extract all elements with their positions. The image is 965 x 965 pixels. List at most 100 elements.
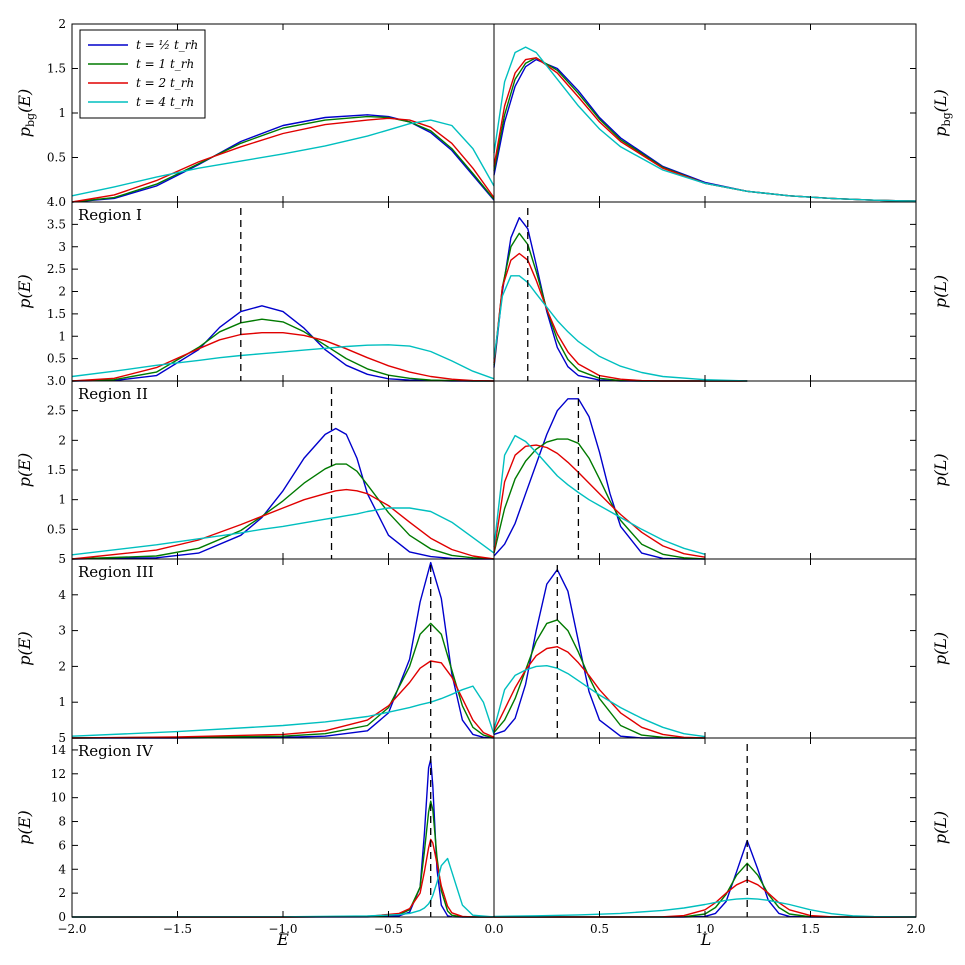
- y-tick-label: 0.5: [47, 522, 66, 536]
- panel-bg-E: [71, 24, 916, 203]
- series-line-III-E-2: [71, 660, 495, 739]
- series-line-bg-E-1: [71, 115, 495, 203]
- y-tick-label: 1: [58, 695, 66, 709]
- y-tick-label: 5: [58, 731, 66, 745]
- y-tick-label: 0: [58, 910, 66, 924]
- y-tick-label: 5: [58, 552, 66, 566]
- y-tick-label: 2: [58, 433, 66, 447]
- series-line-IV-L-1: [494, 862, 916, 918]
- series-line-II-E-0: [71, 427, 494, 560]
- series-line-I-L-3: [493, 275, 748, 382]
- x-tick-label: 1.5: [801, 922, 820, 936]
- y-tick-label: 8: [58, 815, 66, 829]
- series-line-I-E-0: [71, 305, 494, 382]
- series-line-I-L-2: [493, 252, 748, 382]
- x-tick-label: −0.5: [374, 922, 403, 936]
- y-tick-label: 2: [58, 886, 66, 900]
- y-tick-label: 4: [58, 862, 66, 876]
- series-line-II-E-2: [71, 488, 495, 560]
- y-tick-label: 6: [58, 838, 66, 852]
- series-line-I-L-0: [493, 216, 748, 382]
- legend-entry-label: t = 4 t_rh: [136, 95, 194, 109]
- series-line-IV-L-3: [493, 897, 917, 918]
- legend-entry-label: t = ½ t_rh: [136, 38, 198, 52]
- y-tick-label: 2: [58, 17, 66, 31]
- y-axis-label-I-L: p(L): [931, 275, 950, 308]
- x-tick-label: −1.5: [163, 922, 192, 936]
- panel-II-L: [493, 381, 917, 560]
- x-tick-label: −2.0: [57, 922, 86, 936]
- series-line-bg-E-3: [71, 119, 495, 197]
- y-axis-label-III-E: p(E): [15, 631, 34, 665]
- panel-bg-L: [493, 24, 917, 202]
- y-tick-label: 2: [58, 659, 66, 673]
- y-tick-label: 3.5: [47, 217, 66, 231]
- series-line-bg-E-0: [71, 114, 495, 203]
- y-tick-label: 14: [51, 743, 67, 757]
- series-line-II-E-3: [71, 507, 495, 556]
- series-line-III-L-0: [493, 569, 705, 739]
- series-line-III-E-3: [71, 685, 495, 737]
- series-line-I-L-1: [493, 232, 748, 382]
- y-tick-label: 2: [58, 285, 66, 299]
- panel-III-E: [71, 559, 916, 739]
- series-line-II-L-1: [493, 438, 706, 560]
- series-line-IV-L-0: [494, 839, 916, 918]
- y-tick-label: 2.5: [47, 262, 66, 276]
- axes-text: 0.5 1 1.5 2 4.0 pbg(E) pbg(L) 0.5 1 1.5 2 2.5 3 3.5 3.…: [15, 17, 953, 936]
- x-tick-label: 1.0: [695, 922, 714, 936]
- y-tick-label: 3: [58, 624, 66, 638]
- x-tick-label: 2.0: [906, 922, 925, 936]
- y-tick-label: 1.5: [47, 463, 66, 477]
- plot-area: [71, 23, 917, 918]
- y-tick-label: 4.0: [47, 195, 66, 209]
- y-tick-label: 4: [58, 588, 66, 602]
- legend-entry-label: t = 2 t_rh: [136, 76, 194, 90]
- panel-III-L: [493, 559, 917, 739]
- x-axis-label-l: L: [700, 930, 712, 949]
- x-tick-label: −1.0: [268, 922, 297, 936]
- series-line-bg-L-0: [493, 58, 917, 202]
- region-label: Region IV: [78, 742, 154, 760]
- series-line-I-E-3: [71, 344, 495, 380]
- x-axis-label-e: E: [276, 930, 289, 949]
- region-label: Region III: [78, 563, 154, 581]
- series-line-III-E-1: [71, 622, 495, 739]
- series-line-III-L-3: [493, 665, 706, 738]
- y-tick-label: 1: [58, 106, 66, 120]
- panel-II-E: [71, 381, 916, 560]
- y-tick-label: 0.5: [47, 352, 66, 366]
- y-axis-label-IV-L: p(L): [931, 811, 950, 844]
- series-line-III-L-2: [493, 646, 706, 739]
- y-tick-label: 0.5: [47, 151, 66, 165]
- legend-entry-label: t = 1 t_rh: [136, 57, 194, 71]
- series-line-bg-E-2: [71, 117, 495, 203]
- y-axis-label-bg-E: pbg(E): [15, 89, 37, 138]
- series-line-I-E-2: [71, 332, 495, 382]
- legend: t = ½ t_rht = 1 t_rht = 2 t_rht = 4 t_rh: [79, 29, 206, 119]
- panel-IV-L: [493, 738, 917, 918]
- series-line-III-E-0: [72, 561, 495, 739]
- y-tick-label: 1: [58, 493, 66, 507]
- y-tick-label: 1: [58, 329, 66, 343]
- panel-I-L: [493, 202, 917, 382]
- x-tick-label: 0.5: [590, 922, 609, 936]
- y-tick-label: 1.5: [47, 62, 66, 76]
- y-axis-label-bg-L: pbg(L): [931, 89, 953, 136]
- y-tick-label: 3.0: [47, 374, 66, 388]
- region-label: Region I: [78, 206, 142, 224]
- series-line-II-L-0: [493, 398, 705, 560]
- region-label: Region II: [78, 385, 148, 403]
- y-tick-label: 2.5: [47, 404, 66, 418]
- y-axis-label-II-L: p(L): [931, 453, 950, 486]
- y-axis-label-I-E: p(E): [15, 274, 34, 308]
- y-tick-label: 10: [51, 791, 66, 805]
- y-axis-label-III-L: p(L): [931, 632, 950, 665]
- y-axis-label-IV-E: p(E): [15, 810, 34, 844]
- y-tick-label: 1.5: [47, 307, 66, 321]
- y-tick-label: 12: [51, 767, 66, 781]
- y-axis-label-II-E: p(E): [15, 453, 34, 487]
- y-tick-label: 3: [58, 240, 66, 254]
- x-tick-label: 0.0: [484, 922, 503, 936]
